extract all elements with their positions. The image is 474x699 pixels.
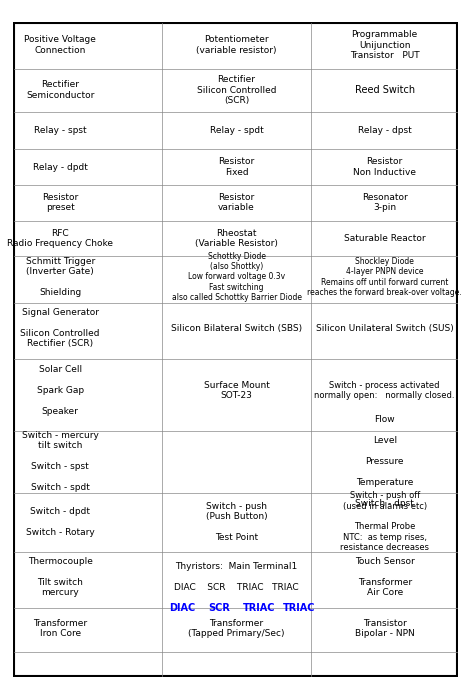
Text: Touch Sensor

Transformer
Air Core: Touch Sensor Transformer Air Core [355,557,415,597]
Text: Solar Cell

Spark Gap

Speaker: Solar Cell Spark Gap Speaker [36,365,84,416]
Text: RFC
Radio Frequency Choke: RFC Radio Frequency Choke [7,229,113,248]
Text: Schottky Diode
(also Shottky)
Low forward voltage 0.3v
Fast switching
also calle: Schottky Diode (also Shottky) Low forwar… [172,252,301,302]
Text: Transistor
Bipolar - NPN: Transistor Bipolar - NPN [355,619,415,638]
Text: TRIAC: TRIAC [283,603,316,613]
Text: Silicon Bilateral Switch (SBS): Silicon Bilateral Switch (SBS) [171,324,302,333]
Text: Relay - dpdt: Relay - dpdt [33,163,88,171]
Text: Programmable
Unijunction
Transistor   PUT: Programmable Unijunction Transistor PUT [350,30,419,60]
Text: Surface Mount
SOT-23: Surface Mount SOT-23 [204,380,269,400]
Text: Transformer
(Tapped Primary/Sec): Transformer (Tapped Primary/Sec) [188,619,285,638]
Text: SCR: SCR [209,603,230,613]
Text: TRIAC: TRIAC [243,603,275,613]
Text: Signal Generator

Silicon Controlled
Rectifier (SCR): Signal Generator Silicon Controlled Rect… [20,308,100,349]
Text: Rheostat
(Variable Resistor): Rheostat (Variable Resistor) [195,229,278,248]
Text: Flow

Level

Pressure

Temperature

Switch - dpst: Flow Level Pressure Temperature Switch -… [356,415,414,507]
Text: Relay - dpst: Relay - dpst [358,126,411,135]
Text: Silicon Unilateral Switch (SUS): Silicon Unilateral Switch (SUS) [316,324,454,333]
Text: Switch - push off
(used in alarms etc)

Thermal Probe
NTC:  as temp rises,
resis: Switch - push off (used in alarms etc) T… [340,491,429,552]
Text: Saturable Reactor: Saturable Reactor [344,234,426,243]
Text: DIAC: DIAC [169,603,195,613]
Text: Reed Switch: Reed Switch [355,85,415,95]
Text: Switch - dpdt

Switch - Rotary: Switch - dpdt Switch - Rotary [26,507,95,537]
Text: Resistor
variable: Resistor variable [218,193,255,212]
Text: Positive Voltage
Connection: Positive Voltage Connection [24,36,96,55]
Text: Switch - mercury
tilt switch

Switch - spst

Switch - spdt: Switch - mercury tilt switch Switch - sp… [22,431,99,492]
Text: Resistor
Fixed: Resistor Fixed [219,157,255,177]
Text: Resonator
3-pin: Resonator 3-pin [362,193,408,212]
Text: Schmitt Trigger
(Inverter Gate)

Shielding: Schmitt Trigger (Inverter Gate) Shieldin… [26,257,95,297]
Text: Transformer
Iron Core: Transformer Iron Core [33,619,87,638]
Text: Relay - spst: Relay - spst [34,126,87,135]
Text: Resistor
Non Inductive: Resistor Non Inductive [353,157,416,177]
Text: Potentiometer
(variable resistor): Potentiometer (variable resistor) [196,36,277,55]
Text: Resistor
preset: Resistor preset [42,193,78,212]
Text: Thyristors:  Main Terminal1

DIAC    SCR    TRIAC   TRIAC: Thyristors: Main Terminal1 DIAC SCR TRIA… [174,562,299,592]
Text: Thermocouple

Tilt switch
mercury: Thermocouple Tilt switch mercury [28,557,92,597]
Text: Rectifier
Silicon Controlled
(SCR): Rectifier Silicon Controlled (SCR) [197,75,276,105]
Text: Rectifier
Semiconductor: Rectifier Semiconductor [26,80,94,100]
Text: Shockley Diode
4-layer PNPN device
Remains off until forward current
reaches the: Shockley Diode 4-layer PNPN device Remai… [307,257,462,297]
Text: Relay - spdt: Relay - spdt [210,126,264,135]
Text: Switch - process activated
normally open:   normally closed.: Switch - process activated normally open… [314,380,455,400]
Text: Switch - push
(Push Button)

Test Point: Switch - push (Push Button) Test Point [206,501,267,542]
